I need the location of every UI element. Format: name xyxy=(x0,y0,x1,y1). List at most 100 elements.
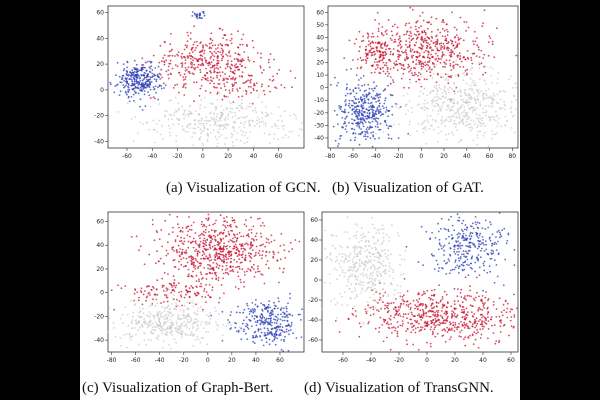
point-blue xyxy=(461,237,463,240)
point-red xyxy=(202,233,204,236)
point-gray xyxy=(175,140,178,142)
point-red xyxy=(236,233,239,236)
point-gray xyxy=(474,123,476,125)
point-blue xyxy=(246,326,249,329)
point-red xyxy=(414,25,417,28)
point-red xyxy=(484,71,487,74)
point-red xyxy=(226,221,229,224)
point-red xyxy=(234,77,237,80)
point-red xyxy=(372,47,375,50)
point-red xyxy=(399,40,402,42)
point-blue xyxy=(365,117,368,120)
point-red xyxy=(227,62,229,65)
point-blue xyxy=(375,92,378,95)
point-red xyxy=(223,34,226,36)
point-red xyxy=(423,39,425,42)
point-red xyxy=(208,259,211,262)
point-gray xyxy=(466,115,469,117)
point-red xyxy=(429,328,432,331)
point-red xyxy=(204,296,207,298)
point-blue xyxy=(365,128,368,131)
point-red xyxy=(196,286,198,288)
point-red xyxy=(219,246,222,248)
point-gray xyxy=(416,130,418,133)
point-red xyxy=(432,42,435,44)
point-red xyxy=(211,245,214,248)
point-red xyxy=(191,56,194,58)
point-gray xyxy=(284,134,287,137)
point-red xyxy=(389,50,392,53)
point-red xyxy=(445,40,448,42)
point-gray xyxy=(143,318,146,321)
point-red xyxy=(152,96,155,98)
point-red xyxy=(140,291,143,294)
point-red xyxy=(181,64,184,67)
point-blue xyxy=(114,85,117,87)
point-red xyxy=(469,334,471,337)
point-red xyxy=(441,317,444,320)
point-gray xyxy=(183,325,185,328)
point-red xyxy=(435,310,438,312)
point-red xyxy=(376,61,379,63)
point-blue xyxy=(369,126,372,129)
point-red xyxy=(209,70,212,73)
point-blue xyxy=(366,115,369,118)
point-gray xyxy=(395,103,398,106)
point-blue xyxy=(438,242,441,245)
point-red xyxy=(382,301,384,304)
point-red xyxy=(453,315,456,318)
point-red xyxy=(506,302,509,305)
point-red xyxy=(201,62,204,64)
point-blue xyxy=(351,108,354,111)
point-gray xyxy=(248,122,251,125)
point-red xyxy=(241,243,244,245)
point-blue xyxy=(343,121,346,123)
point-red xyxy=(398,50,401,53)
point-gray xyxy=(462,79,465,81)
point-red xyxy=(154,97,156,100)
point-red xyxy=(213,55,216,58)
point-red xyxy=(379,54,382,57)
point-blue xyxy=(372,135,375,138)
point-red xyxy=(434,45,437,48)
point-red xyxy=(180,253,183,256)
point-red xyxy=(194,49,196,52)
point-red xyxy=(443,290,446,293)
point-gray xyxy=(156,311,159,314)
point-red xyxy=(417,326,419,329)
point-red xyxy=(170,283,173,286)
point-red xyxy=(376,46,378,48)
point-red xyxy=(239,63,242,66)
point-blue xyxy=(274,336,277,339)
point-red xyxy=(190,224,193,227)
point-red xyxy=(359,56,362,59)
point-gray xyxy=(423,120,426,123)
point-red xyxy=(232,78,234,80)
point-red xyxy=(467,327,469,330)
point-gray xyxy=(187,321,189,323)
point-blue xyxy=(357,98,360,100)
point-red xyxy=(234,52,237,55)
point-blue xyxy=(256,321,259,324)
point-red xyxy=(245,225,248,228)
point-red xyxy=(487,316,489,318)
point-red xyxy=(436,60,439,63)
point-red xyxy=(197,265,200,268)
point-red xyxy=(379,316,382,319)
point-red xyxy=(240,65,243,67)
point-red xyxy=(231,64,234,67)
point-red xyxy=(500,311,503,313)
point-red xyxy=(187,66,190,68)
point-gray xyxy=(154,305,157,307)
point-red xyxy=(248,74,251,77)
point-gray xyxy=(472,139,475,142)
point-blue xyxy=(434,237,437,239)
point-red xyxy=(370,36,373,38)
point-gray xyxy=(485,110,488,112)
point-red xyxy=(389,37,392,40)
point-red xyxy=(193,63,196,66)
point-red xyxy=(480,299,482,302)
point-red xyxy=(113,308,115,311)
point-blue xyxy=(227,319,230,321)
point-red xyxy=(390,302,393,305)
